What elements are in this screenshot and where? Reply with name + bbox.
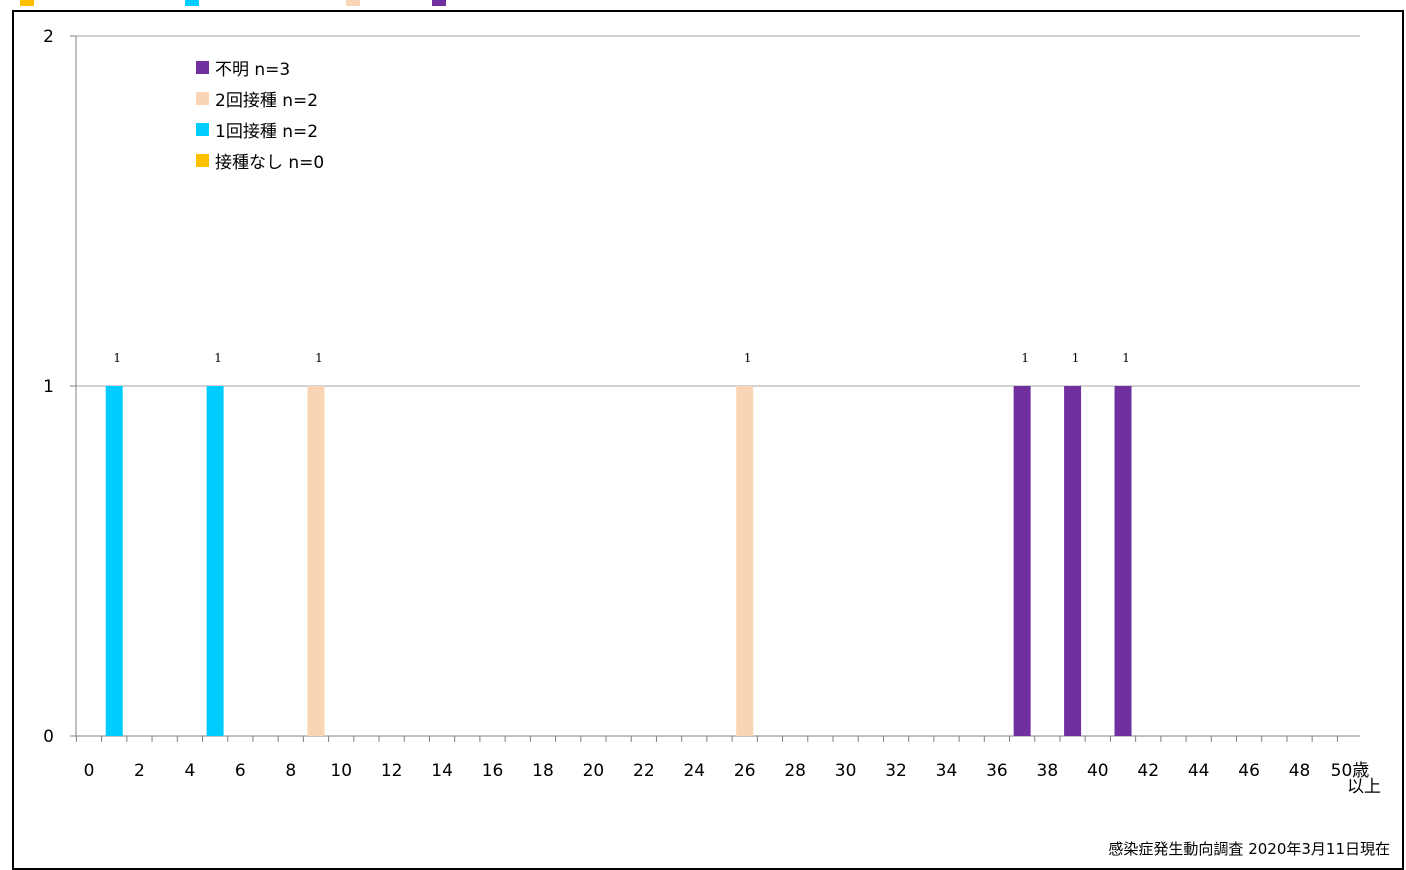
x-tick-label: 40 (1087, 761, 1109, 781)
x-tick-label: 36 (986, 761, 1008, 781)
legend-label: 1回接種 n=2 (215, 122, 319, 142)
y-tick-label: 0 (43, 727, 54, 747)
y-tick-label: 1 (43, 377, 54, 397)
x-tick-label: 46 (1238, 761, 1260, 781)
y-tick-label: 2 (43, 27, 54, 47)
x-tick-label-suffix: 以上 (1347, 777, 1381, 797)
legend-item: 接種なし n=0 (196, 145, 324, 176)
strip-swatch-two-dose (346, 0, 360, 6)
data-labels: 1 1 1 1 1 1 1 (113, 351, 1129, 365)
data-label: 1 (214, 351, 222, 365)
legend: 不明 n=3 2回接種 n=2 1回接種 n=2 接種なし n=0 (196, 52, 324, 176)
x-tick-label: 12 (381, 761, 403, 781)
x-tick-label: 14 (431, 761, 453, 781)
legend-label: 不明 n=3 (215, 60, 291, 80)
bar (1013, 386, 1031, 736)
source-note: 感染症発生動向調査 2020年3月11日現在 (1108, 840, 1390, 858)
x-tick-label: 6 (235, 761, 246, 781)
data-label: 1 (315, 351, 323, 365)
legend-swatch (196, 61, 209, 74)
bar (105, 386, 123, 736)
x-tick-label: 32 (885, 761, 907, 781)
legend-label: 2回接種 n=2 (215, 91, 319, 111)
x-tick-label: 16 (482, 761, 504, 781)
legend-swatch (196, 154, 209, 167)
x-tick-label: 10 (330, 761, 352, 781)
gridlines (76, 35, 1360, 387)
x-tick-label: 30 (835, 761, 857, 781)
data-label: 1 (113, 351, 121, 365)
bar (736, 386, 754, 736)
strip-swatch-none (20, 0, 34, 6)
strip-swatch-unknown (432, 0, 446, 6)
axes (70, 35, 1360, 742)
x-tick-label: 18 (532, 761, 554, 781)
x-tick-label: 42 (1137, 761, 1159, 781)
legend-swatch (196, 92, 209, 105)
x-tick-label: 2 (134, 761, 145, 781)
x-tick-label: 28 (784, 761, 806, 781)
top-legend-strip (0, 0, 1406, 8)
data-label: 1 (744, 351, 752, 365)
legend-item: 2回接種 n=2 (196, 83, 324, 114)
strip-swatch-one-dose (185, 0, 199, 6)
x-tick-label: 4 (184, 761, 195, 781)
bar (307, 386, 325, 736)
legend-swatch (196, 123, 209, 136)
x-tick-label: 26 (734, 761, 756, 781)
x-tick-label: 38 (1037, 761, 1059, 781)
legend-item: 不明 n=3 (196, 52, 324, 83)
legend-label: 接種なし n=0 (215, 153, 325, 173)
x-tick-label: 50歳 (1331, 761, 1370, 781)
x-tick-label: 24 (683, 761, 705, 781)
legend-item: 1回接種 n=2 (196, 114, 324, 145)
bar (206, 386, 224, 736)
bar (1064, 386, 1082, 736)
bar (1114, 386, 1132, 736)
x-tick-label: 8 (285, 761, 296, 781)
data-label: 1 (1122, 351, 1130, 365)
x-tick-label: 22 (633, 761, 655, 781)
x-tick-label: 34 (936, 761, 958, 781)
x-tick-label: 20 (583, 761, 605, 781)
data-label: 1 (1072, 351, 1080, 365)
x-tick-label: 48 (1289, 761, 1311, 781)
x-tick-label: 0 (84, 761, 95, 781)
data-label: 1 (1021, 351, 1029, 365)
x-tick-label: 44 (1188, 761, 1210, 781)
bars (105, 386, 1132, 736)
